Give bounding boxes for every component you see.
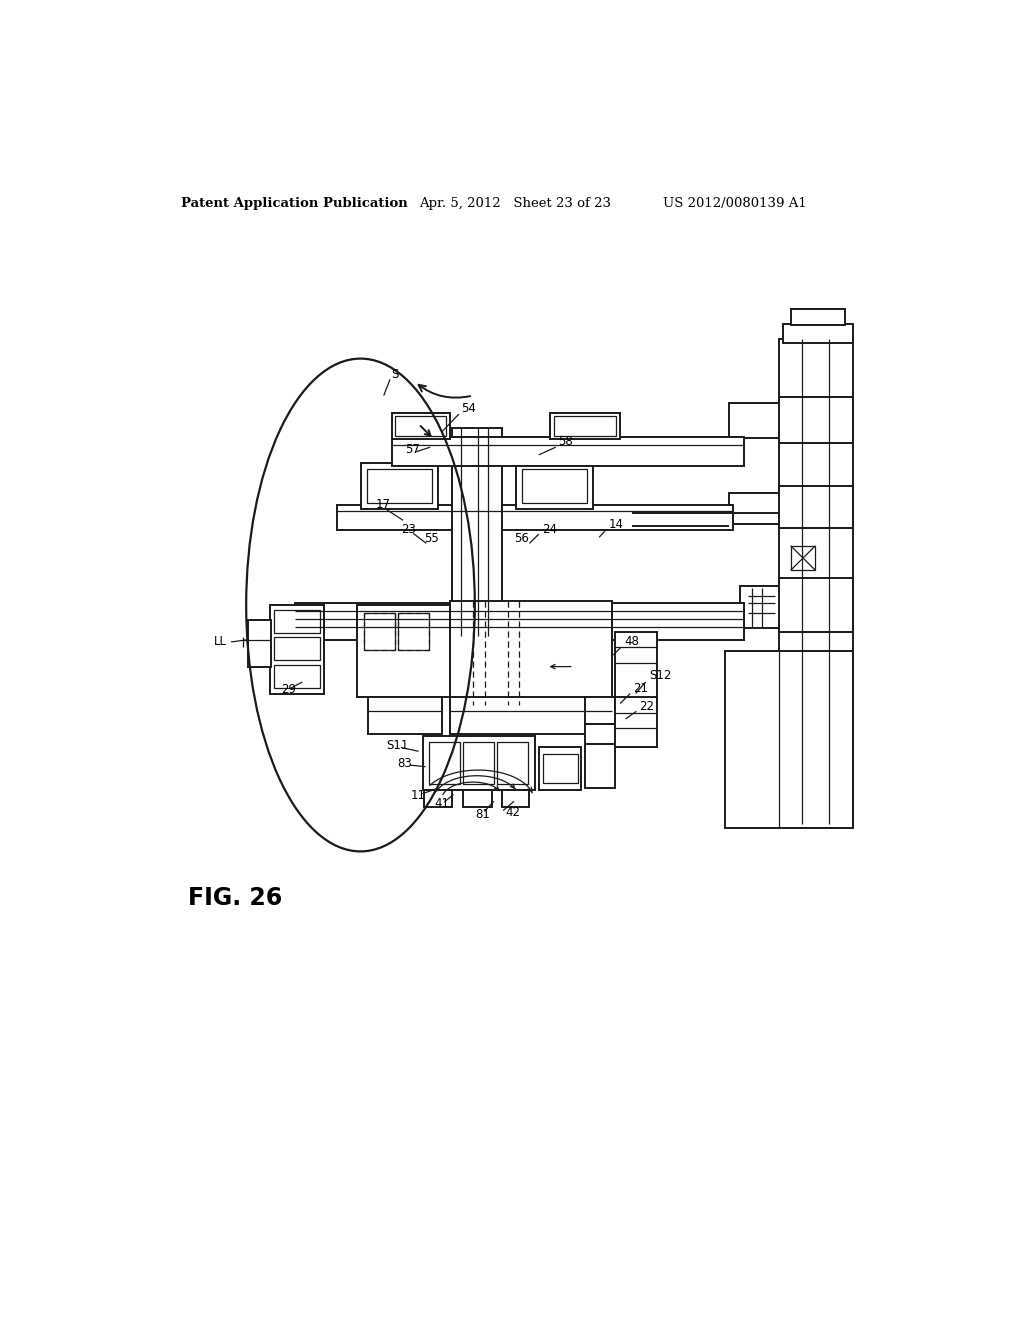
Text: 57: 57 <box>406 444 420 455</box>
Bar <box>791 309 845 326</box>
Bar <box>740 586 783 628</box>
Text: 29: 29 <box>282 684 297 696</box>
Text: S11: S11 <box>386 739 409 751</box>
Bar <box>614 697 657 747</box>
Bar <box>452 428 503 636</box>
Bar <box>463 742 494 784</box>
Text: S: S <box>391 367 399 380</box>
Bar <box>423 737 535 789</box>
Text: 54: 54 <box>461 403 476 416</box>
Bar <box>614 632 657 709</box>
Bar <box>248 620 271 667</box>
Text: 24: 24 <box>542 523 557 536</box>
Text: 21: 21 <box>633 681 648 694</box>
Bar <box>586 743 614 788</box>
Bar <box>502 789 529 807</box>
Text: 55: 55 <box>424 532 439 545</box>
Bar <box>779 486 853 528</box>
Bar <box>779 578 853 632</box>
Text: 58: 58 <box>558 436 572 449</box>
Text: 41: 41 <box>434 797 450 810</box>
Text: Patent Application Publication: Patent Application Publication <box>180 197 408 210</box>
Bar <box>397 612 429 649</box>
Bar <box>391 412 450 440</box>
Bar <box>429 742 460 784</box>
Bar <box>365 612 395 649</box>
Bar <box>395 416 445 436</box>
Bar <box>725 651 853 829</box>
Bar <box>550 412 621 440</box>
Bar <box>554 416 616 436</box>
Text: LL: LL <box>214 635 227 648</box>
Bar <box>779 397 853 444</box>
Bar <box>273 665 321 688</box>
Text: Apr. 5, 2012   Sheet 23 of 23: Apr. 5, 2012 Sheet 23 of 23 <box>419 197 610 210</box>
Text: S12: S12 <box>649 669 671 682</box>
Bar <box>367 469 432 503</box>
Bar <box>729 404 783 438</box>
Text: 22: 22 <box>640 700 654 713</box>
Bar <box>783 323 853 343</box>
Bar <box>450 601 612 705</box>
Text: 81: 81 <box>475 808 490 821</box>
Bar <box>450 697 612 734</box>
Bar <box>270 605 324 693</box>
Text: 17: 17 <box>376 499 391 511</box>
Bar <box>586 725 614 747</box>
Text: 56: 56 <box>514 532 528 545</box>
Text: 23: 23 <box>400 523 416 536</box>
Bar <box>515 462 593 508</box>
Bar <box>273 610 321 632</box>
Bar <box>543 754 578 783</box>
Bar <box>539 747 582 789</box>
Text: 83: 83 <box>397 758 413 770</box>
Bar <box>424 789 452 807</box>
Bar <box>356 605 454 697</box>
Bar <box>586 697 614 725</box>
Bar <box>791 545 815 570</box>
Bar <box>463 789 493 807</box>
Bar <box>521 469 587 503</box>
Text: 14: 14 <box>608 517 624 531</box>
Bar <box>497 742 528 784</box>
Text: 48: 48 <box>624 635 639 648</box>
Text: FIG. 26: FIG. 26 <box>188 886 283 909</box>
Bar <box>369 697 442 734</box>
Bar <box>729 494 783 524</box>
Bar <box>779 339 853 825</box>
Bar <box>337 506 732 529</box>
Text: US 2012/0080139 A1: US 2012/0080139 A1 <box>663 197 807 210</box>
Text: 11: 11 <box>411 789 426 803</box>
Bar <box>360 462 438 508</box>
Bar <box>391 437 744 466</box>
Bar <box>273 638 321 660</box>
Text: 42: 42 <box>506 807 520 820</box>
Bar <box>295 603 744 640</box>
